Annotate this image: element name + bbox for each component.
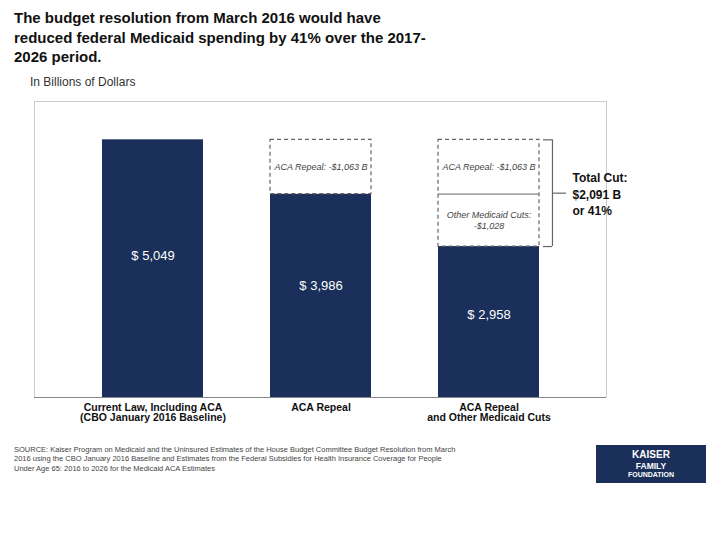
svg-text:ACA Repeal: -$1,063 B: ACA Repeal: -$1,063 B	[441, 161, 535, 171]
html-text:FAMILY: FAMILY	[635, 460, 667, 471]
svg-text:ACA Repeal: ACA Repeal	[291, 400, 351, 412]
svg-text:$ 3,986: $ 3,986	[299, 277, 342, 292]
html-text:SOURCE: Kaiser Program on Medi: SOURCE: Kaiser Program on Medicaid and t…	[14, 444, 456, 473]
svg-text:$ 5,049: $ 5,049	[131, 247, 174, 262]
html-text:FOUNDATION: FOUNDATION	[627, 470, 675, 478]
html-text:The budget resolution from Mar: The budget resolution from March 2016 wo…	[14, 9, 426, 65]
html-text:In Billions of Dollars: In Billions of Dollars	[30, 74, 136, 89]
html-text:KAISER: KAISER	[632, 448, 670, 460]
svg-text:ACA Repeal: -$1,063 B: ACA Repeal: -$1,063 B	[273, 161, 367, 171]
svg-text:ACA Repealand Other Medicaid C: ACA Repealand Other Medicaid Cuts	[427, 400, 551, 423]
svg-text:$ 2,958: $ 2,958	[467, 306, 510, 321]
svg-text:Total Cut:$2,091 Bor 41%: Total Cut:$2,091 Bor 41%	[572, 170, 627, 218]
svg-text:Other Medicaid Cuts:-$1,028: Other Medicaid Cuts:-$1,028	[447, 210, 532, 231]
svg-text:Current Law, Including ACA(CBO: Current Law, Including ACA(CBO January 2…	[80, 400, 226, 423]
